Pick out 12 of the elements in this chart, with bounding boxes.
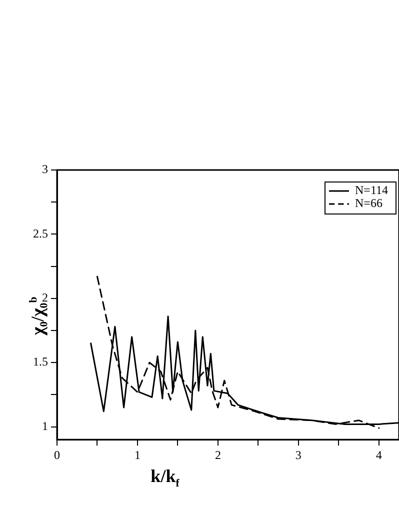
y-tick-label: 1 (42, 418, 48, 433)
y-tick-label: 1.5 (33, 354, 48, 369)
x-tick-label: 0 (54, 448, 60, 462)
x-axis-title: k/k$_{f}$ (150, 466, 180, 490)
y-tick-label: 3 (42, 162, 48, 176)
x-tick-label: 4 (376, 448, 382, 462)
x-tick-label: 1 (134, 448, 140, 462)
legend-label: N=114 (355, 183, 388, 198)
y-tick-label: 2.5 (33, 226, 48, 240)
x-tick-label: 2 (214, 448, 221, 462)
x-tick-label: 3 (295, 448, 302, 462)
legend-label: N=66 (355, 196, 382, 210)
